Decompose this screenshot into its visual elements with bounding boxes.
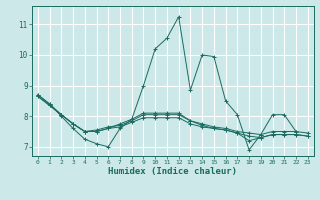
X-axis label: Humidex (Indice chaleur): Humidex (Indice chaleur) bbox=[108, 167, 237, 176]
